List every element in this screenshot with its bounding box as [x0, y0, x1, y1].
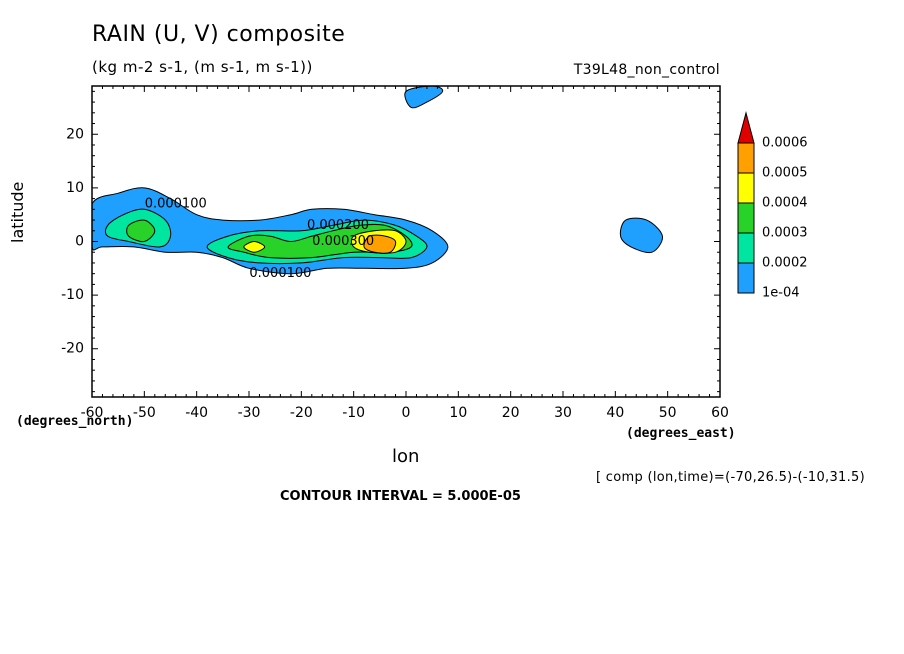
x-axis-units: (degrees_east) — [626, 426, 736, 441]
colorbar: 0.0006 0.0005 0.0004 0.0003 0.0002 1e-04 — [737, 111, 808, 301]
colorbar-segment — [737, 172, 755, 204]
x-tick-label: 60 — [711, 405, 729, 421]
x-tick-label: -40 — [185, 405, 208, 421]
colorbar-label: 0.0006 — [762, 136, 808, 151]
colorbar-label: 0.0002 — [762, 256, 808, 271]
y-tick-label: 20 — [66, 126, 84, 142]
y-axis-ticks: 20 10 0 -10 -20 — [61, 90, 720, 393]
x-tick-label: -20 — [290, 405, 313, 421]
colorbar-segment — [737, 202, 755, 234]
colorbar-label: 0.0003 — [762, 226, 808, 241]
x-tick-label: -60 — [81, 405, 104, 421]
contour-label: 0.000200 — [307, 218, 369, 233]
y-tick-label: 0 — [75, 234, 84, 250]
x-axis-label: lon — [392, 446, 420, 467]
y-tick-label: -10 — [61, 287, 84, 303]
contour-regions — [92, 86, 663, 275]
colorbar-segment — [737, 232, 755, 264]
x-axis-ticks: -60 -50 -40 -30 -20 -10 0 10 20 30 40 50 60 — [81, 86, 729, 421]
colorbar-triangle — [737, 111, 755, 144]
colorbar-segment — [737, 142, 755, 174]
contour-region — [404, 86, 444, 109]
x-tick-label: 0 — [402, 405, 411, 421]
x-tick-label: 50 — [659, 405, 677, 421]
composite-note: [ comp (lon,time)=(-70,26.5)-(-10,31.5) — [596, 470, 865, 485]
chart-subtitle: (kg m-2 s-1, (m s-1, m s-1)) — [92, 58, 313, 76]
chart-title: RAIN (U, V) composite — [92, 22, 346, 47]
colorbar-label: 1e-04 — [762, 286, 800, 301]
contour-region — [243, 240, 266, 253]
colorbar-label: 0.0004 — [762, 196, 808, 211]
x-tick-label: -10 — [342, 405, 365, 421]
contour-label: 0.000100 — [249, 266, 311, 281]
x-tick-label: 10 — [449, 405, 467, 421]
x-tick-label: -30 — [238, 405, 261, 421]
colorbar-segment — [737, 262, 755, 294]
colorbar-label: 0.0005 — [762, 166, 808, 181]
contour-interval: CONTOUR INTERVAL = 5.000E-05 — [280, 489, 521, 504]
contour-region — [619, 217, 663, 254]
y-tick-label: 10 — [66, 180, 84, 196]
y-axis-units: (degrees_north) — [16, 414, 134, 429]
contour-label: 0.000300 — [312, 234, 374, 249]
x-tick-label: 20 — [502, 405, 520, 421]
contour-region — [126, 219, 156, 243]
x-tick-label: 30 — [554, 405, 572, 421]
y-tick-label: -20 — [61, 341, 84, 357]
run-label: T39L48_non_control — [573, 62, 720, 78]
x-tick-label: 40 — [606, 405, 624, 421]
x-tick-label: -50 — [133, 405, 156, 421]
contour-label: 0.000100 — [145, 196, 207, 211]
contour-region — [363, 234, 397, 254]
